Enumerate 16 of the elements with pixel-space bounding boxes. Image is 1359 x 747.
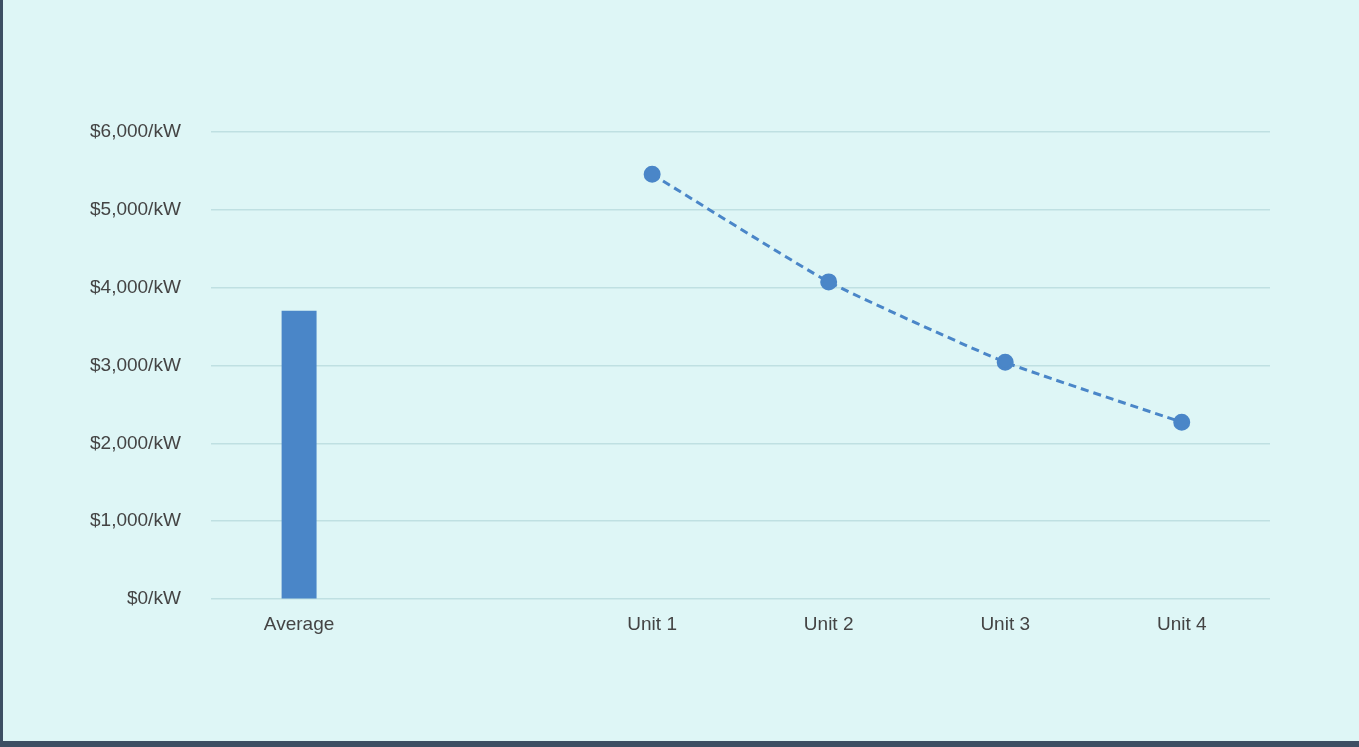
y-tick-label: $0/kW xyxy=(126,587,181,609)
point xyxy=(820,273,838,291)
y-tick-label: $1,000/kW xyxy=(90,509,181,531)
x-tick-label: Unit 3 xyxy=(980,612,1031,634)
point xyxy=(1173,413,1191,431)
y-tick-label: $6,000/kW xyxy=(90,119,181,141)
y-tick-label: $3,000/kW xyxy=(90,353,181,375)
x-tick-label: Unit 4 xyxy=(1156,612,1207,634)
x-tick-label: Unit 1 xyxy=(627,612,677,634)
x-tick-label: Unit 2 xyxy=(803,612,854,634)
point xyxy=(643,165,661,183)
y-tick-label: $4,000/kW xyxy=(90,275,181,297)
y-tick-label: $5,000/kW xyxy=(90,197,181,219)
point xyxy=(996,353,1014,371)
x-tick-label: Average xyxy=(263,612,335,634)
y-tick-label: $2,000/kW xyxy=(90,431,181,453)
